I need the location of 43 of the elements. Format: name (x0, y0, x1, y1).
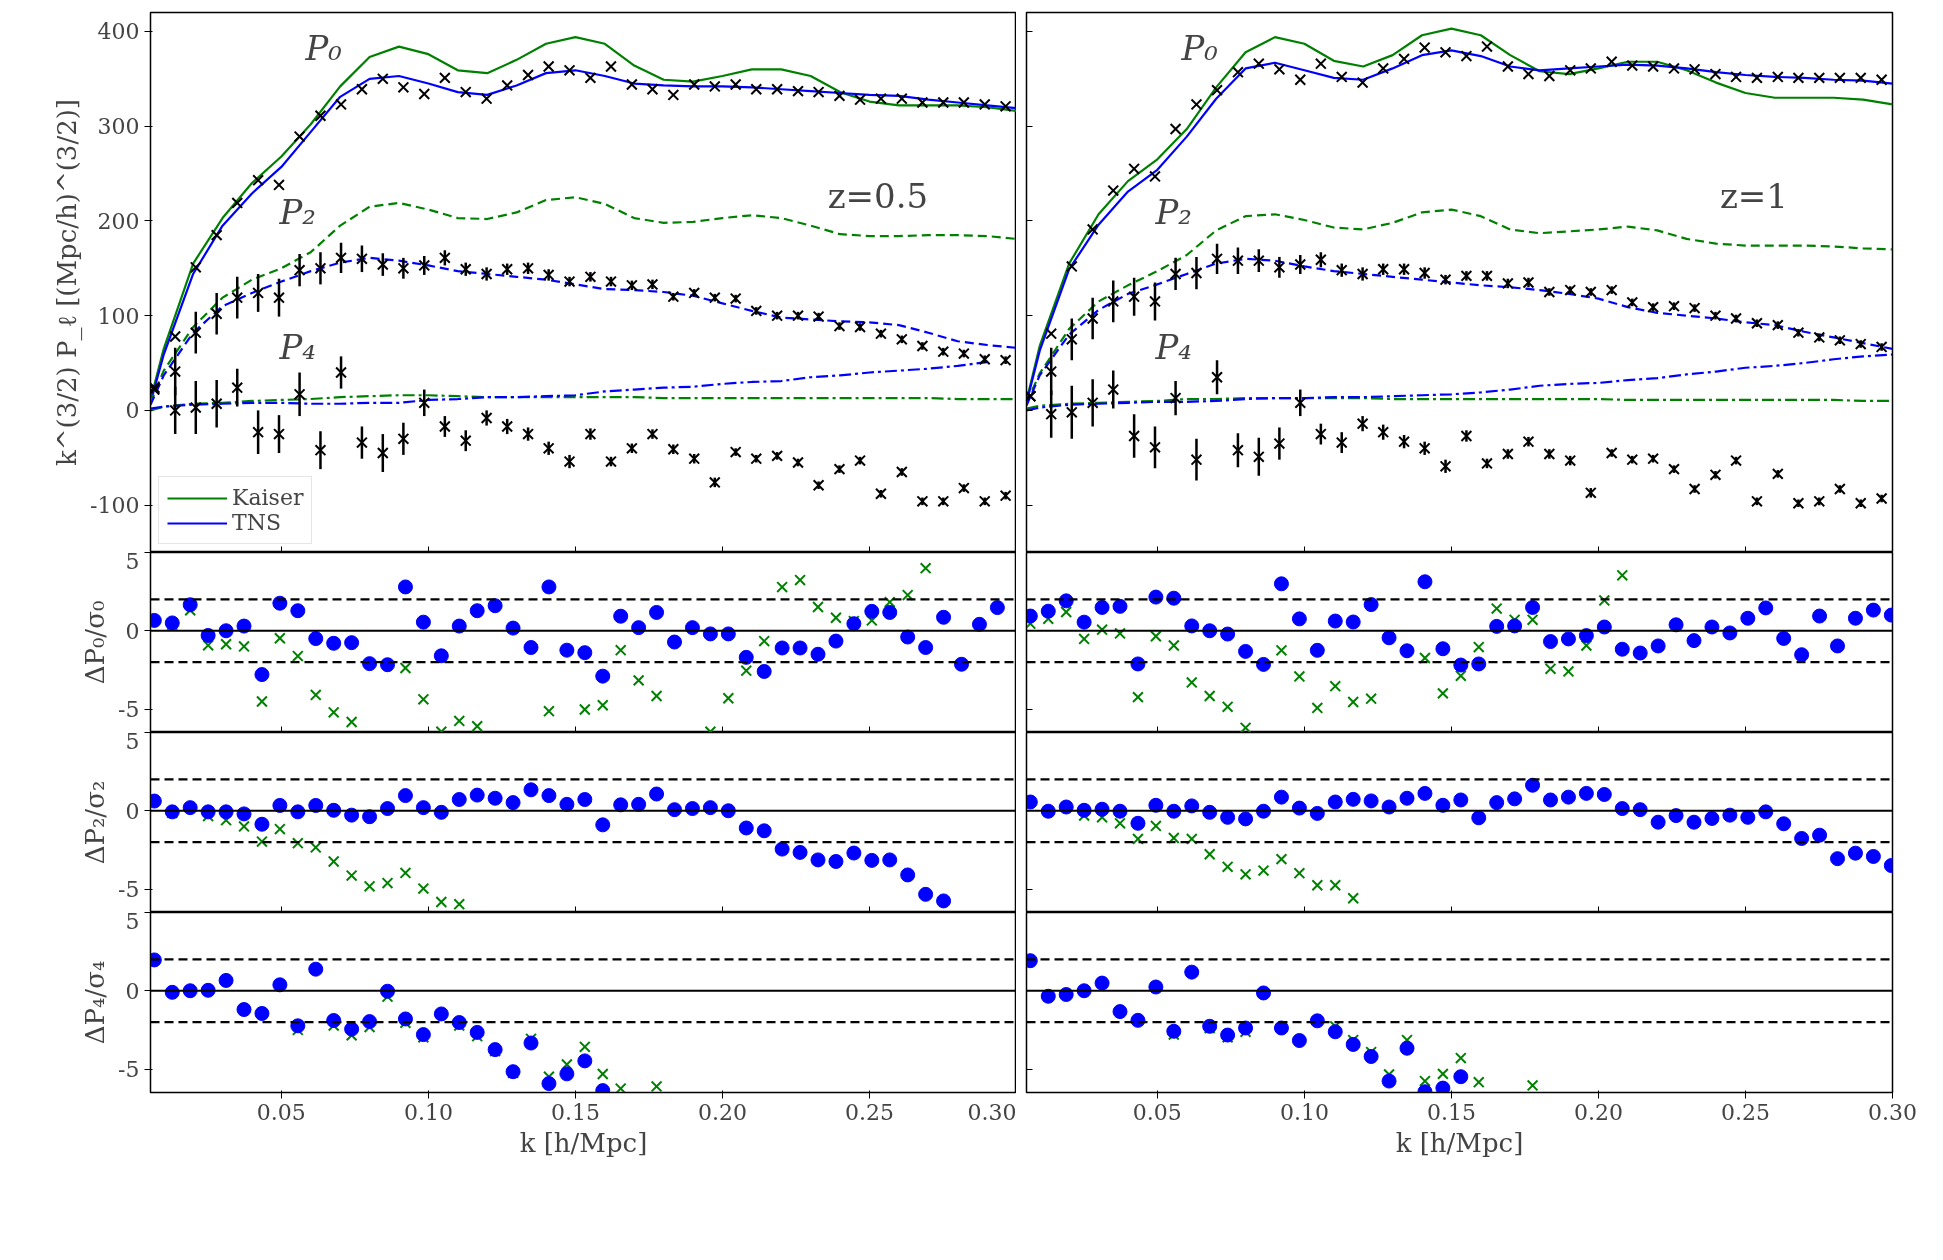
x-axis-title: k [h/Mpc] (1395, 1127, 1524, 1158)
annotation: P₀ (1180, 27, 1219, 68)
y-axis-title: ΔP₄/σ₄ (80, 960, 111, 1045)
annotation: z=0.5 (827, 176, 929, 217)
x-axis-title: k [h/Mpc] (519, 1127, 648, 1158)
x-tick-label: 0.25 (844, 1099, 894, 1125)
y-tick-label: -5 (118, 1057, 140, 1083)
x-tick-label: 0.05 (256, 1099, 306, 1125)
y-axis-title: k^(3/2) P_ℓ [(Mpc/h)^(3/2)] (52, 99, 84, 466)
y-tick-label: 300 (97, 114, 140, 140)
y-axis-title: ΔP₂/σ₂ (80, 780, 111, 865)
legend-label: TNS (232, 510, 281, 535)
y-tick-label: 5 (125, 728, 140, 754)
y-tick-label: 200 (97, 208, 140, 234)
annotation: P₂ (1154, 192, 1192, 233)
x-tick-label: 0.30 (967, 1099, 1017, 1125)
x-tick-label: 0.30 (1868, 1099, 1917, 1125)
y-tick-label: 400 (97, 19, 140, 45)
x-tick-label: 0.10 (403, 1099, 453, 1125)
x-tick-label: 0.25 (1720, 1099, 1770, 1125)
annotation: P₂ (278, 192, 316, 233)
annotation: P₄ (278, 327, 316, 368)
x-tick-label: 0.10 (1279, 1099, 1329, 1125)
y-axis-title: ΔP₀/σ₀ (80, 600, 111, 685)
y-tick-label: -100 (90, 493, 140, 519)
y-tick-label: 0 (125, 618, 140, 644)
annotation: P₄ (1154, 327, 1192, 368)
legend-label: Kaiser (232, 485, 304, 510)
y-tick-label: -5 (118, 877, 140, 903)
x-tick-label: 0.15 (550, 1099, 600, 1125)
y-tick-label: 5 (125, 548, 140, 574)
y-tick-label: -5 (118, 697, 140, 723)
x-tick-label: 0.05 (1132, 1099, 1182, 1125)
y-tick-label: 0 (125, 798, 140, 824)
x-tick-label: 0.20 (1573, 1099, 1623, 1125)
y-tick-label: 100 (97, 303, 140, 329)
y-tick-label: 0 (125, 398, 140, 424)
x-tick-label: 0.15 (1426, 1099, 1476, 1125)
annotation: P₀ (304, 27, 343, 68)
annotation: z=1 (1719, 176, 1788, 217)
y-tick-label: 0 (125, 978, 140, 1004)
y-tick-label: 5 (125, 908, 140, 934)
x-tick-label: 0.20 (697, 1099, 747, 1125)
